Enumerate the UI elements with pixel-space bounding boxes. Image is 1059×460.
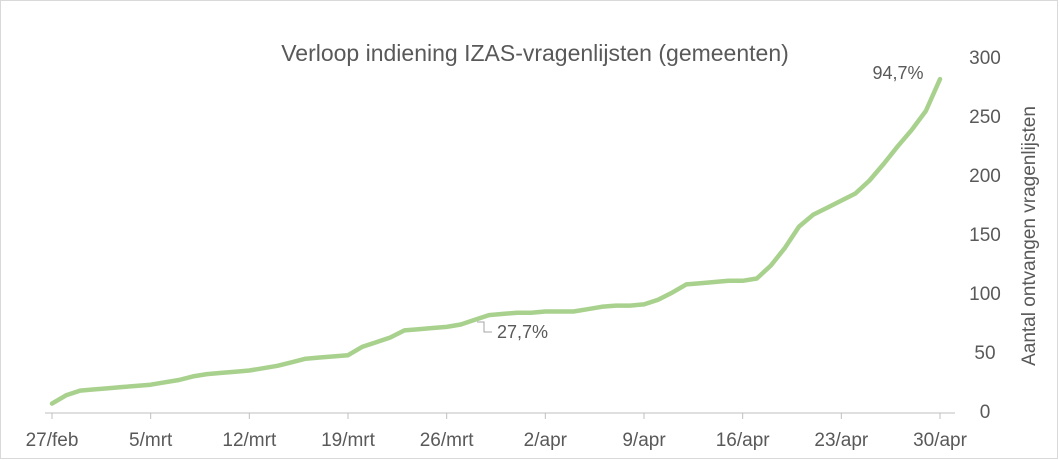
x-tick-label: 9/apr (622, 430, 666, 451)
y-tick-label: 50 (974, 343, 995, 364)
chart-title: Verloop indiening IZAS-vragenlijsten (ge… (281, 40, 789, 66)
y-tick-label: 300 (969, 48, 1001, 69)
y-tick-label: 200 (969, 166, 1001, 187)
x-tick-label: 5/mrt (129, 430, 173, 451)
x-tick-label: 23/apr (814, 430, 869, 451)
x-tick-label: 19/mrt (321, 430, 376, 451)
y-tick-label: 100 (969, 284, 1001, 305)
x-tick-label: 30/apr (913, 430, 968, 451)
annotation-leader (477, 321, 492, 333)
y-tick-label: 250 (969, 107, 1001, 128)
annotation: 27,7% (497, 322, 548, 342)
data-line (49, 76, 943, 406)
x-tick-label: 12/mrt (222, 430, 277, 451)
y-tick-label: 150 (969, 225, 1001, 246)
x-tick-label: 27/feb (26, 430, 79, 451)
y-axis-label: Aantal ontvangen vragenlijsten (1019, 106, 1040, 366)
y-tick-label: 0 (980, 402, 991, 423)
x-tick-label: 26/mrt (420, 430, 475, 451)
x-tick-label: 2/apr (524, 430, 568, 451)
annotation: 94,7% (872, 63, 923, 83)
x-tick-label: 16/apr (716, 430, 771, 451)
